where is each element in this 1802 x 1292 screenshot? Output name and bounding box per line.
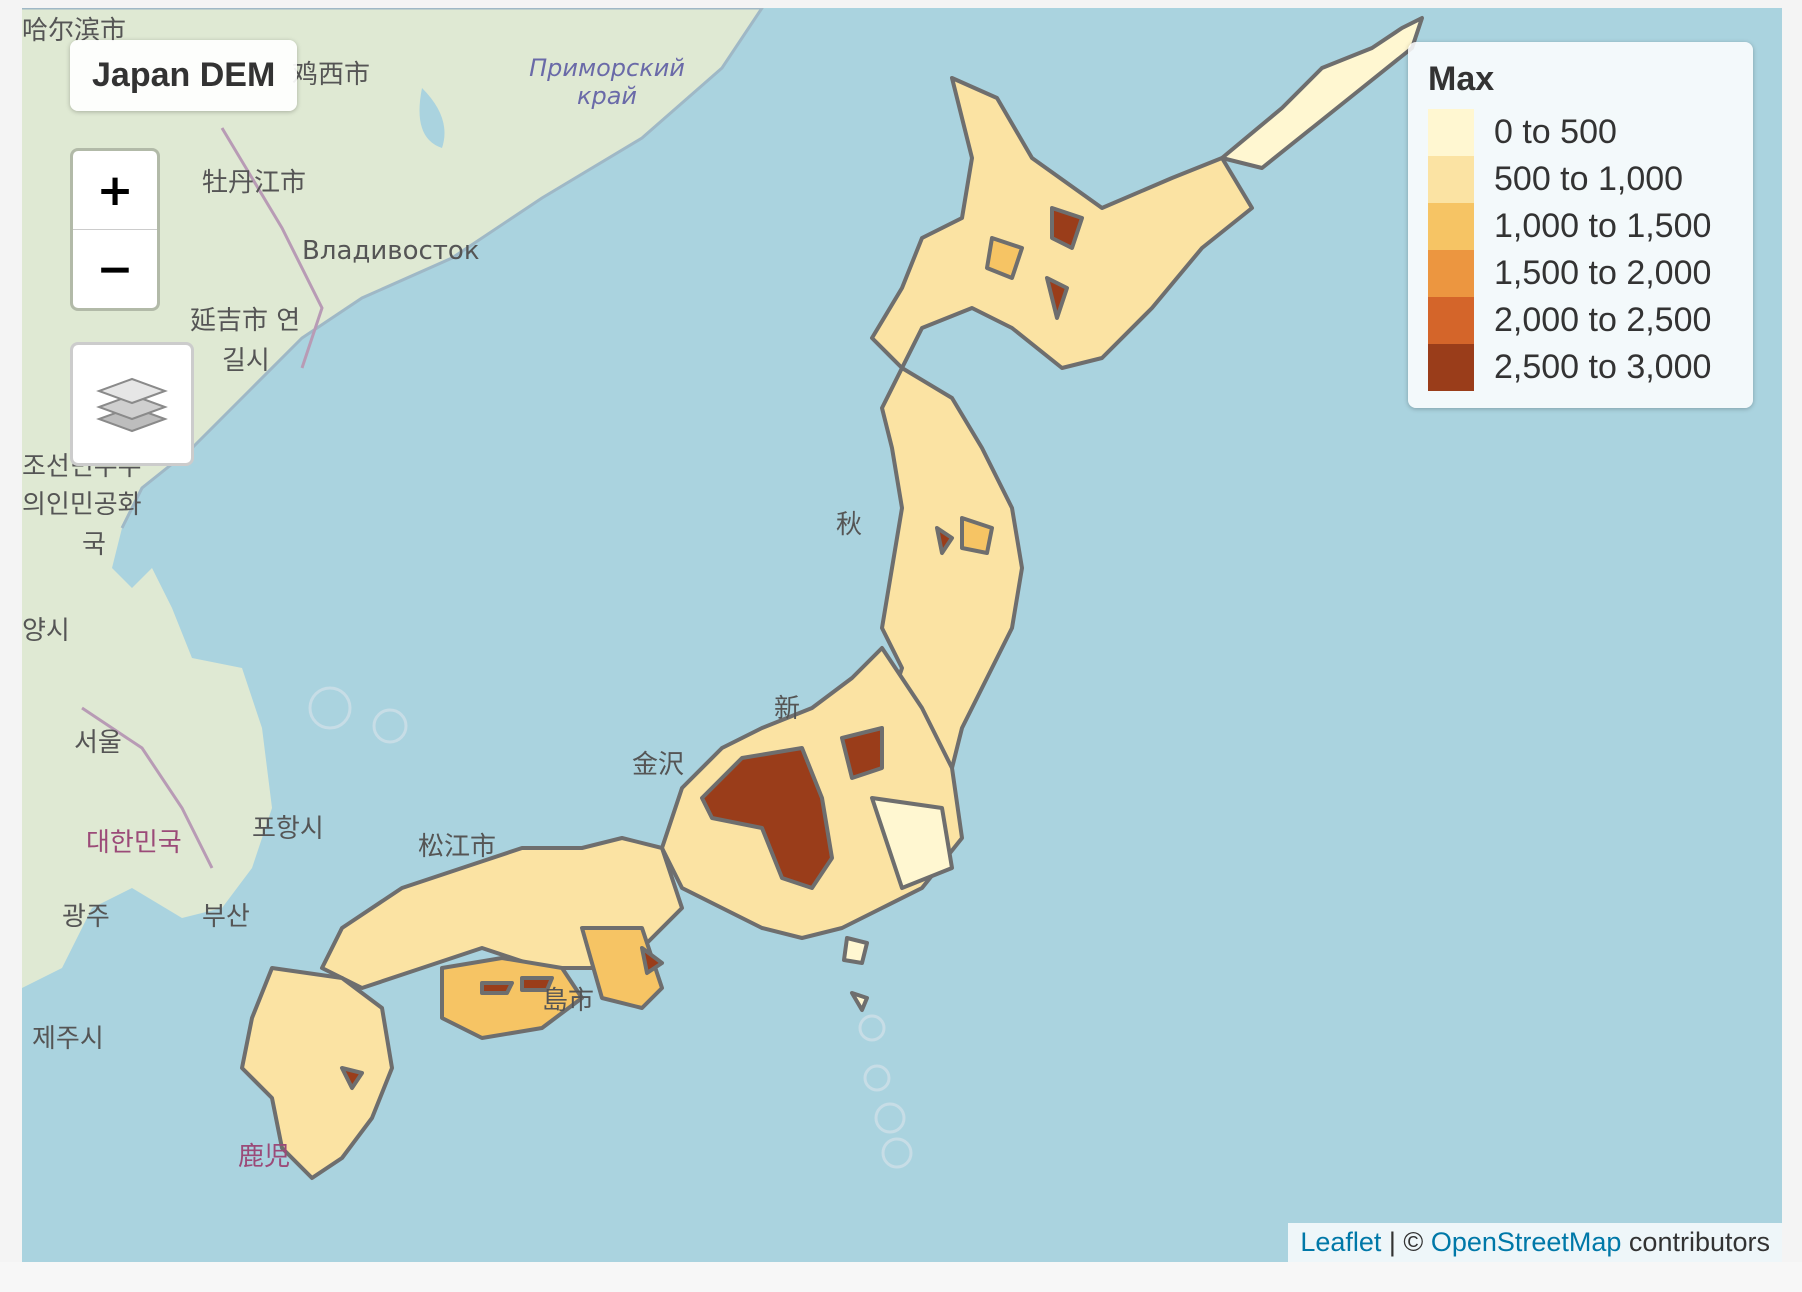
legend-item: 1,500 to 2,000 xyxy=(1428,250,1733,297)
place-label: 秋 xyxy=(836,510,863,540)
place-label: 광주 xyxy=(62,902,110,932)
legend-label: 2,500 to 3,000 xyxy=(1494,348,1712,386)
high-elevation-patch[interactable] xyxy=(935,526,954,555)
place-label: 양시 xyxy=(22,616,70,646)
seamount xyxy=(863,1064,891,1092)
kuril-region[interactable] xyxy=(1220,16,1424,170)
seamount xyxy=(858,1014,886,1042)
high-elevation-patch[interactable] xyxy=(340,1066,364,1090)
layers-control-button[interactable] xyxy=(70,342,194,466)
legend: Max 0 to 500 500 to 1,000 1,000 to 1,500 1,… xyxy=(1408,42,1753,408)
mid-elevation-patch[interactable] xyxy=(985,236,1024,280)
lake xyxy=(419,88,445,148)
border-line xyxy=(220,127,324,369)
place-label: 대한민국 xyxy=(86,828,182,858)
zoom-in-button[interactable]: + xyxy=(96,164,134,216)
high-elevation-patch[interactable] xyxy=(1050,206,1084,250)
mainland-land xyxy=(22,8,762,988)
place-label: 鸡西市 xyxy=(292,60,371,90)
kanto-plain[interactable] xyxy=(870,796,954,890)
seamount xyxy=(874,1102,906,1134)
attribution: Leaflet | © OpenStreetMap contributors xyxy=(1288,1223,1782,1262)
place-label: 牡丹江市 xyxy=(202,168,307,198)
page-bottom xyxy=(0,1262,1802,1292)
map-canvas[interactable]: 哈尔滨市 鸡西市 Приморский край 牡丹江市 Владивосто… xyxy=(22,8,1782,1262)
map-title: Japan DEM xyxy=(70,40,298,111)
place-label: 서울 xyxy=(74,728,122,758)
zoom-out-button[interactable]: − xyxy=(73,229,157,308)
zoom-control: + − xyxy=(70,148,160,311)
legend-swatch xyxy=(1428,203,1474,250)
place-label: 포항시 xyxy=(252,814,324,844)
place-label: 延吉市 연 xyxy=(190,306,301,336)
legend-swatch xyxy=(1428,297,1474,344)
legend-swatch xyxy=(1428,250,1474,297)
izu-island[interactable] xyxy=(842,936,869,965)
high-elevation-patch[interactable] xyxy=(1045,276,1069,320)
place-label: 松江市 xyxy=(418,832,497,862)
high-elevation-patch[interactable] xyxy=(640,946,664,975)
legend-item: 500 to 1,000 xyxy=(1428,156,1733,203)
dem-polygons[interactable] xyxy=(240,16,1424,1180)
kyushu-region[interactable] xyxy=(240,966,394,1180)
place-label: 島市 xyxy=(542,986,595,1016)
place-label: 길시 xyxy=(222,346,270,376)
seamount xyxy=(881,1137,913,1169)
border-line xyxy=(81,706,214,869)
place-label: Владивосток xyxy=(302,236,480,266)
mid-elevation-patch[interactable] xyxy=(960,516,994,555)
basemap xyxy=(22,8,1424,1180)
layers-icon xyxy=(96,377,168,433)
place-label: 金沢 xyxy=(632,750,685,780)
high-elevation-patch[interactable] xyxy=(520,976,554,992)
attribution-suffix: contributors xyxy=(1621,1227,1770,1257)
osm-link[interactable]: OpenStreetMap xyxy=(1430,1227,1622,1257)
legend-label: 1,000 to 1,500 xyxy=(1494,207,1712,245)
legend-item: 0 to 500 xyxy=(1428,109,1733,156)
high-elevation-patch[interactable] xyxy=(840,726,884,780)
legend-label: 500 to 1,000 xyxy=(1494,160,1684,198)
izu-island[interactable] xyxy=(850,991,869,1012)
high-elevation-patch[interactable] xyxy=(480,981,514,995)
legend-swatch xyxy=(1428,156,1474,203)
leaflet-link[interactable]: Leaflet xyxy=(1300,1227,1382,1257)
place-label: 제주시 xyxy=(32,1024,104,1054)
place-label: 의인민공화 xyxy=(22,490,142,520)
legend-swatch xyxy=(1428,344,1474,391)
place-label: 부산 xyxy=(202,902,250,932)
legend-label: 1,500 to 2,000 xyxy=(1494,254,1712,292)
legend-item: 1,000 to 1,500 xyxy=(1428,203,1733,250)
seamount xyxy=(308,686,352,730)
legend-item: 2,500 to 3,000 xyxy=(1428,344,1733,391)
legend-label: 0 to 500 xyxy=(1494,113,1617,151)
attribution-separator: | © xyxy=(1381,1227,1431,1257)
legend-swatch xyxy=(1428,109,1474,156)
seamount xyxy=(372,708,408,744)
legend-item: 2,000 to 2,500 xyxy=(1428,297,1733,344)
place-label: 新 xyxy=(774,694,801,724)
place-label: 국 xyxy=(82,530,106,560)
legend-title: Max xyxy=(1428,60,1495,98)
japan-alps[interactable] xyxy=(700,746,834,890)
place-label: 鹿児 xyxy=(238,1142,291,1172)
place-label: Приморский край xyxy=(529,54,685,110)
legend-label: 2,000 to 2,500 xyxy=(1494,301,1712,339)
